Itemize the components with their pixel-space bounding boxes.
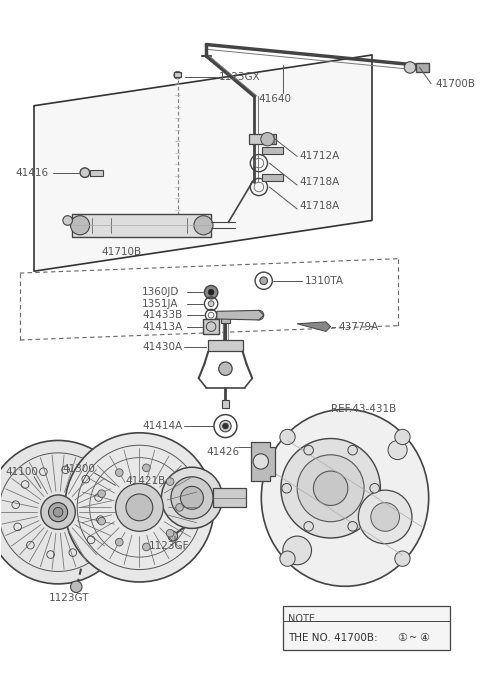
- Bar: [283, 606, 450, 650]
- Text: 41100: 41100: [5, 467, 38, 477]
- Text: 1123GF: 1123GF: [149, 541, 190, 551]
- Circle shape: [0, 441, 130, 584]
- Circle shape: [80, 168, 90, 178]
- Circle shape: [194, 216, 213, 235]
- Circle shape: [204, 285, 218, 299]
- Circle shape: [219, 362, 232, 375]
- Circle shape: [280, 551, 295, 567]
- Circle shape: [98, 518, 106, 525]
- Bar: [90, 170, 103, 176]
- Text: 41430A: 41430A: [142, 342, 182, 351]
- Text: 41433B: 41433B: [142, 310, 182, 320]
- Circle shape: [53, 507, 63, 517]
- Text: 1360JD: 1360JD: [142, 287, 180, 297]
- Circle shape: [253, 454, 268, 469]
- Text: ④: ④: [420, 633, 430, 644]
- Circle shape: [176, 503, 183, 511]
- Bar: [204, 319, 219, 334]
- Circle shape: [281, 439, 380, 538]
- Text: NOTE: NOTE: [288, 614, 314, 624]
- Circle shape: [395, 551, 410, 567]
- Text: 41640: 41640: [259, 94, 292, 104]
- Text: 41700B: 41700B: [436, 79, 476, 89]
- Circle shape: [208, 301, 214, 306]
- Text: ~: ~: [409, 633, 417, 644]
- Circle shape: [260, 277, 267, 285]
- Text: 41413A: 41413A: [142, 321, 182, 332]
- Circle shape: [116, 469, 123, 477]
- Circle shape: [280, 429, 295, 445]
- Circle shape: [161, 467, 223, 528]
- Circle shape: [116, 539, 123, 546]
- Circle shape: [371, 503, 399, 531]
- Text: 1123GX: 1123GX: [219, 72, 261, 82]
- Bar: [249, 134, 276, 144]
- Text: 43779A: 43779A: [338, 321, 379, 332]
- Circle shape: [126, 494, 153, 521]
- Circle shape: [65, 433, 214, 582]
- Circle shape: [313, 471, 348, 505]
- Text: 41718A: 41718A: [299, 177, 339, 187]
- Circle shape: [63, 216, 72, 225]
- Bar: [221, 318, 230, 323]
- Bar: [262, 174, 283, 181]
- Circle shape: [171, 477, 213, 519]
- Text: THE NO. 41700B:: THE NO. 41700B:: [288, 633, 377, 644]
- Polygon shape: [34, 55, 372, 271]
- Circle shape: [143, 543, 150, 551]
- Circle shape: [304, 445, 313, 455]
- Text: 41710B: 41710B: [101, 247, 141, 257]
- Circle shape: [283, 536, 312, 565]
- Text: 41414A: 41414A: [142, 421, 182, 431]
- Bar: [416, 63, 429, 72]
- Polygon shape: [297, 322, 331, 332]
- Circle shape: [359, 490, 412, 543]
- Circle shape: [395, 429, 410, 445]
- Polygon shape: [217, 311, 264, 320]
- Polygon shape: [251, 443, 275, 481]
- Text: 1310TA: 1310TA: [305, 276, 344, 286]
- Bar: [222, 400, 229, 408]
- Text: REF.43-431B: REF.43-431B: [331, 404, 396, 414]
- Bar: [262, 147, 283, 155]
- Circle shape: [116, 484, 163, 531]
- Bar: [213, 488, 247, 507]
- Circle shape: [404, 62, 416, 73]
- Circle shape: [282, 484, 291, 493]
- Circle shape: [41, 495, 75, 529]
- Circle shape: [220, 420, 231, 432]
- Text: 41300: 41300: [63, 464, 96, 474]
- Bar: [174, 72, 181, 77]
- Circle shape: [143, 464, 150, 472]
- Circle shape: [71, 581, 82, 592]
- Text: 41712A: 41712A: [299, 151, 339, 161]
- Circle shape: [48, 503, 68, 522]
- Circle shape: [297, 455, 364, 522]
- Circle shape: [166, 529, 174, 537]
- Circle shape: [348, 522, 358, 531]
- Circle shape: [348, 445, 358, 455]
- Circle shape: [168, 531, 178, 541]
- Circle shape: [98, 490, 106, 498]
- Text: ①: ①: [397, 633, 408, 644]
- Circle shape: [304, 522, 313, 531]
- Text: 41416: 41416: [15, 168, 48, 178]
- Circle shape: [166, 478, 174, 486]
- Circle shape: [71, 216, 90, 235]
- Circle shape: [208, 289, 214, 295]
- Circle shape: [388, 441, 407, 460]
- Circle shape: [370, 484, 379, 493]
- Circle shape: [223, 423, 228, 429]
- Bar: [72, 214, 211, 237]
- Text: 41426: 41426: [206, 447, 240, 457]
- Circle shape: [261, 133, 274, 146]
- Bar: [208, 340, 243, 351]
- Text: 1123GT: 1123GT: [48, 593, 89, 603]
- Text: 41421B: 41421B: [125, 475, 165, 486]
- Circle shape: [180, 486, 204, 509]
- Text: 41718A: 41718A: [299, 201, 339, 211]
- Ellipse shape: [261, 409, 429, 586]
- Text: 1351JA: 1351JA: [142, 299, 179, 308]
